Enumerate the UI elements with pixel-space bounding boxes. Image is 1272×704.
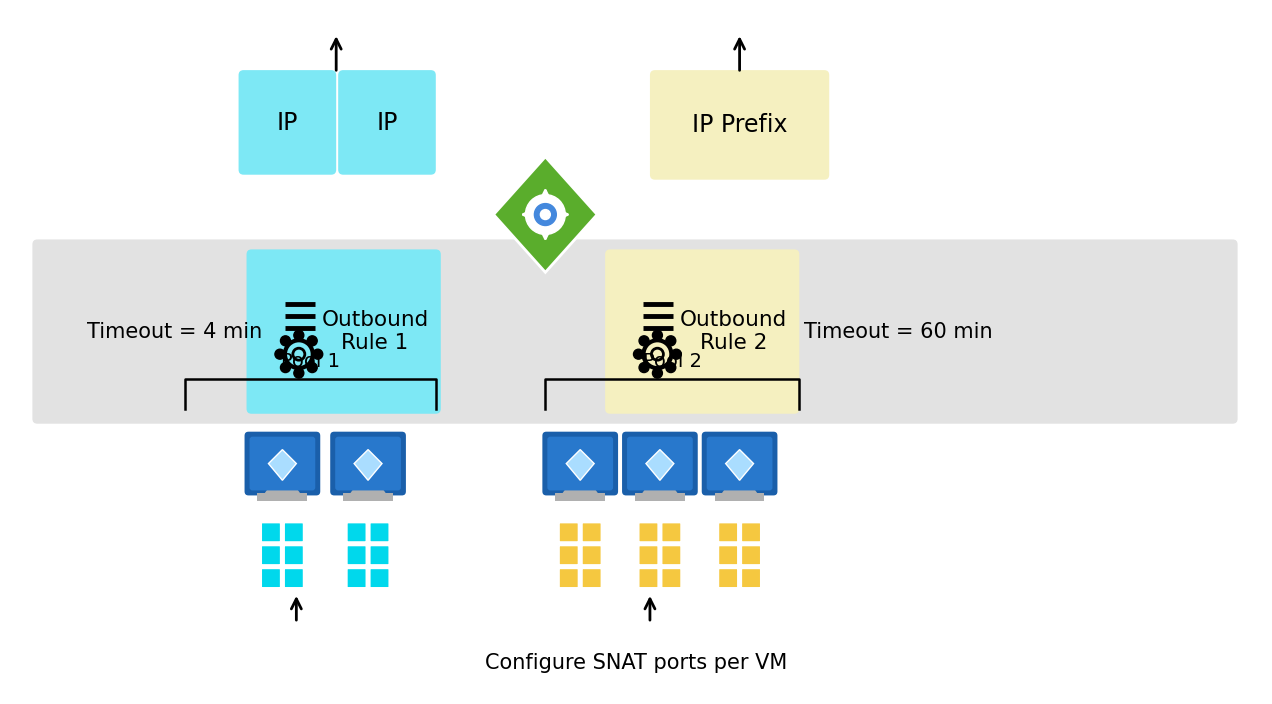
FancyBboxPatch shape <box>639 568 659 588</box>
Circle shape <box>525 194 565 234</box>
Text: IP: IP <box>277 111 298 135</box>
Polygon shape <box>350 475 385 494</box>
FancyBboxPatch shape <box>336 436 401 491</box>
Circle shape <box>275 349 285 359</box>
FancyBboxPatch shape <box>661 545 682 565</box>
FancyBboxPatch shape <box>622 432 698 496</box>
FancyBboxPatch shape <box>370 522 389 542</box>
Text: Timeout = 60 min: Timeout = 60 min <box>804 322 993 342</box>
FancyBboxPatch shape <box>284 545 304 565</box>
FancyBboxPatch shape <box>635 494 684 501</box>
FancyBboxPatch shape <box>284 568 304 588</box>
Polygon shape <box>566 450 594 480</box>
FancyBboxPatch shape <box>347 522 366 542</box>
FancyBboxPatch shape <box>556 494 605 501</box>
Circle shape <box>280 336 290 346</box>
Text: Configure SNAT ports per VM: Configure SNAT ports per VM <box>485 653 787 673</box>
FancyBboxPatch shape <box>742 545 761 565</box>
Text: IP: IP <box>377 111 398 135</box>
FancyBboxPatch shape <box>558 568 579 588</box>
FancyBboxPatch shape <box>284 522 304 542</box>
FancyBboxPatch shape <box>639 545 659 565</box>
Circle shape <box>294 368 304 378</box>
Polygon shape <box>646 450 674 480</box>
Circle shape <box>280 363 290 372</box>
FancyBboxPatch shape <box>581 522 602 542</box>
FancyBboxPatch shape <box>257 494 308 501</box>
Text: Outbound
Rule 2: Outbound Rule 2 <box>681 310 787 353</box>
FancyBboxPatch shape <box>639 522 659 542</box>
Circle shape <box>639 363 649 372</box>
Polygon shape <box>265 475 300 494</box>
Polygon shape <box>725 450 753 480</box>
Polygon shape <box>562 475 598 494</box>
FancyBboxPatch shape <box>661 568 682 588</box>
FancyBboxPatch shape <box>719 522 738 542</box>
Circle shape <box>308 336 317 346</box>
FancyBboxPatch shape <box>244 432 321 496</box>
FancyBboxPatch shape <box>581 568 602 588</box>
FancyBboxPatch shape <box>547 436 613 491</box>
FancyBboxPatch shape <box>32 239 1238 424</box>
FancyBboxPatch shape <box>581 545 602 565</box>
FancyBboxPatch shape <box>331 432 406 496</box>
Circle shape <box>541 210 551 220</box>
Polygon shape <box>268 450 296 480</box>
FancyBboxPatch shape <box>261 568 281 588</box>
FancyBboxPatch shape <box>347 568 366 588</box>
Text: IP Prefix: IP Prefix <box>692 113 787 137</box>
FancyBboxPatch shape <box>347 545 366 565</box>
FancyBboxPatch shape <box>249 436 315 491</box>
Circle shape <box>294 330 304 340</box>
Circle shape <box>672 349 682 359</box>
FancyBboxPatch shape <box>558 522 579 542</box>
FancyBboxPatch shape <box>370 545 389 565</box>
FancyBboxPatch shape <box>542 432 618 496</box>
FancyBboxPatch shape <box>558 545 579 565</box>
FancyBboxPatch shape <box>239 70 336 175</box>
FancyBboxPatch shape <box>742 522 761 542</box>
Circle shape <box>633 349 644 359</box>
FancyBboxPatch shape <box>261 522 281 542</box>
Circle shape <box>313 349 323 359</box>
FancyBboxPatch shape <box>247 249 441 414</box>
Text: Timeout = 4 min: Timeout = 4 min <box>88 322 262 342</box>
Circle shape <box>308 363 317 372</box>
FancyBboxPatch shape <box>605 249 799 414</box>
Text: Pool 1: Pool 1 <box>281 352 340 371</box>
Polygon shape <box>642 475 678 494</box>
FancyBboxPatch shape <box>742 568 761 588</box>
FancyBboxPatch shape <box>707 436 772 491</box>
Text: Outbound
Rule 1: Outbound Rule 1 <box>322 310 429 353</box>
Circle shape <box>534 203 556 225</box>
Polygon shape <box>721 475 758 494</box>
FancyBboxPatch shape <box>261 545 281 565</box>
Polygon shape <box>354 450 382 480</box>
FancyBboxPatch shape <box>715 494 764 501</box>
FancyBboxPatch shape <box>650 70 829 180</box>
FancyBboxPatch shape <box>719 568 738 588</box>
FancyBboxPatch shape <box>627 436 693 491</box>
FancyBboxPatch shape <box>702 432 777 496</box>
Polygon shape <box>494 157 597 272</box>
Circle shape <box>665 336 675 346</box>
FancyBboxPatch shape <box>661 522 682 542</box>
Circle shape <box>653 368 663 378</box>
FancyBboxPatch shape <box>370 568 389 588</box>
Text: Pool 2: Pool 2 <box>642 352 702 371</box>
FancyBboxPatch shape <box>719 545 738 565</box>
FancyBboxPatch shape <box>338 70 436 175</box>
Circle shape <box>665 363 675 372</box>
Circle shape <box>639 336 649 346</box>
FancyBboxPatch shape <box>343 494 393 501</box>
Circle shape <box>653 330 663 340</box>
